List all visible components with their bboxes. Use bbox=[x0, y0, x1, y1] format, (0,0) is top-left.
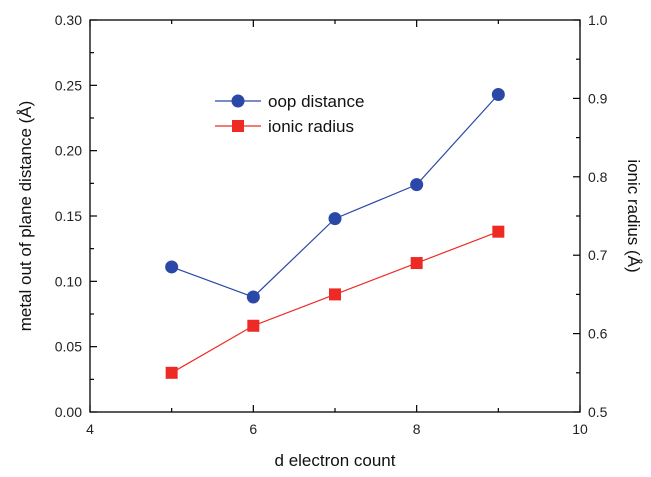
y2-tick-label: 0.5 bbox=[588, 404, 608, 420]
y2-tick-label: 0.7 bbox=[588, 247, 608, 263]
y-tick-label: 0.10 bbox=[55, 273, 82, 289]
axes: 4 6 8 10 0.00 0.05 0.10 0.15 0.20 0.25 0.30 0.5 0.6 0… bbox=[55, 12, 608, 437]
legend-oop-distance-label: oop distance bbox=[268, 92, 364, 111]
ionic-radius-point bbox=[492, 225, 505, 238]
oop-distance-point bbox=[410, 178, 424, 192]
legend: oop distance ionic radius bbox=[215, 92, 364, 136]
y2-axis-title: ionic radius (Å) bbox=[624, 159, 643, 272]
y2-tick-label: 0.9 bbox=[588, 90, 608, 106]
ionic-radius-point bbox=[165, 366, 178, 379]
y-tick-label: 0.15 bbox=[55, 208, 82, 224]
ionic-radius-point bbox=[247, 319, 260, 332]
oop-distance-point bbox=[491, 87, 505, 101]
oop-distance-point bbox=[165, 260, 179, 274]
x-tick-label: 4 bbox=[86, 421, 94, 437]
y2-tick-label: 1.0 bbox=[588, 12, 608, 28]
y-tick-label: 0.05 bbox=[55, 339, 82, 355]
y-axis-title: metal out of plane distance (Å) bbox=[16, 101, 35, 332]
x-tick-label: 6 bbox=[249, 421, 257, 437]
y2-tick-label: 0.8 bbox=[588, 169, 608, 185]
x-axis-title: d electron count bbox=[275, 451, 396, 470]
y-tick-label: 0.00 bbox=[55, 404, 82, 420]
oop-distance-point bbox=[246, 290, 260, 304]
x-tick-label: 10 bbox=[572, 421, 588, 437]
ionic-radius-line bbox=[171, 231, 499, 374]
legend-ionic-radius-label: ionic radius bbox=[268, 117, 354, 136]
y-tick-label: 0.25 bbox=[55, 77, 82, 93]
series-layer bbox=[165, 87, 505, 379]
x-tick-label: 8 bbox=[413, 421, 421, 437]
oop-distance-point bbox=[328, 212, 342, 226]
y-tick-label: 0.20 bbox=[55, 143, 82, 159]
ionic-radius-point bbox=[329, 288, 341, 301]
legend-ionic-radius-marker bbox=[232, 120, 244, 132]
y2-tick-label: 0.6 bbox=[588, 326, 608, 342]
y-tick-label: 0.30 bbox=[55, 12, 82, 28]
legend-oop-distance-marker bbox=[231, 94, 245, 108]
ionic-radius-point bbox=[410, 257, 423, 270]
